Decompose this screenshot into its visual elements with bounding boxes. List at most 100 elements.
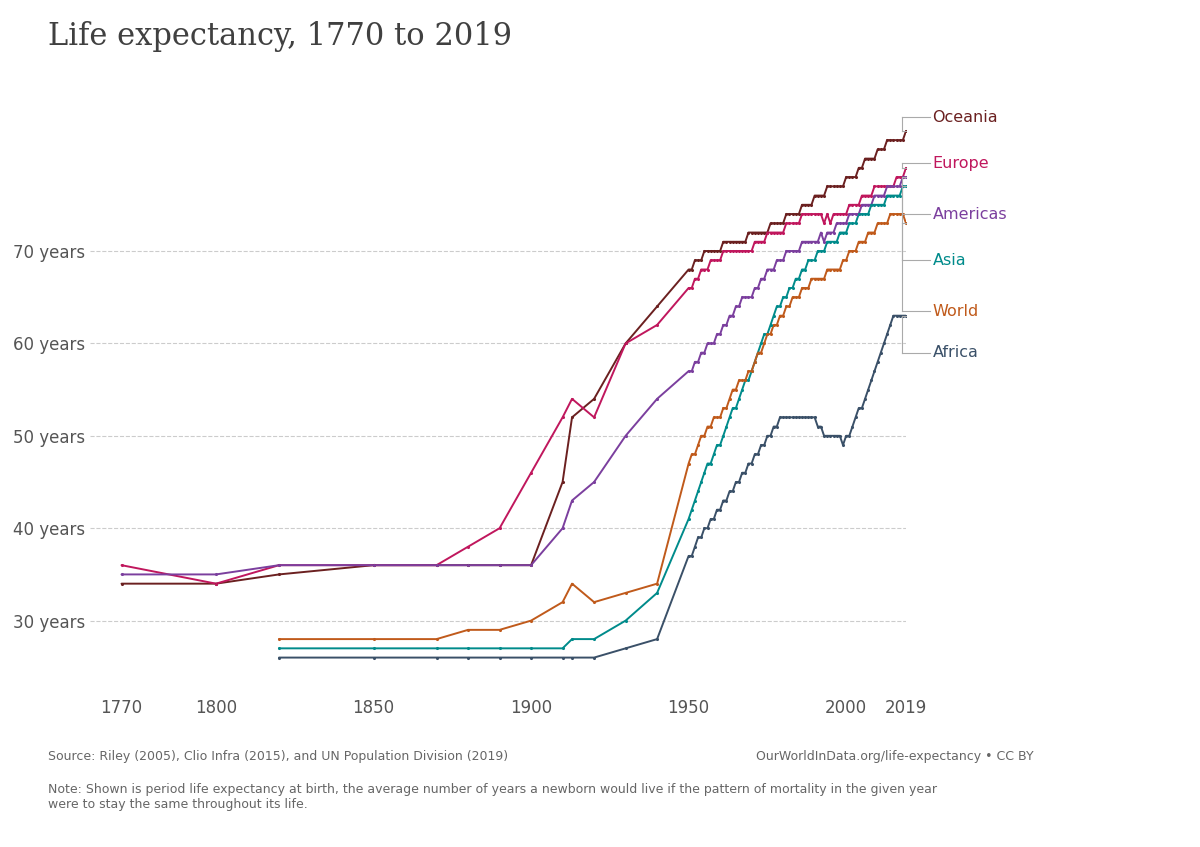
Point xyxy=(701,336,720,350)
Point xyxy=(364,558,383,572)
Point xyxy=(896,180,916,193)
Point xyxy=(749,346,768,359)
Point xyxy=(833,438,852,451)
Point xyxy=(739,457,758,470)
Point xyxy=(865,364,884,378)
Point xyxy=(716,318,736,332)
Point xyxy=(782,291,802,304)
Point xyxy=(842,208,862,221)
Point xyxy=(776,217,796,230)
Point xyxy=(858,189,877,202)
Point xyxy=(811,420,830,434)
Point xyxy=(707,253,726,267)
Point xyxy=(112,558,131,572)
Point xyxy=(739,374,758,387)
Point xyxy=(206,567,226,581)
Point xyxy=(896,161,916,174)
Point xyxy=(871,346,890,359)
Point xyxy=(704,336,724,350)
Point xyxy=(427,558,446,572)
Point xyxy=(764,217,784,230)
Point xyxy=(553,650,572,664)
Point xyxy=(704,512,724,526)
Point xyxy=(833,217,852,230)
Point xyxy=(749,226,768,240)
Point xyxy=(751,346,770,359)
Point xyxy=(707,244,726,257)
Point xyxy=(786,217,805,230)
Point xyxy=(757,429,776,443)
Point xyxy=(830,263,850,276)
Point xyxy=(896,125,916,138)
Point xyxy=(817,235,836,248)
Point xyxy=(799,253,818,267)
Point xyxy=(802,411,821,424)
Point xyxy=(811,189,830,202)
Point xyxy=(698,457,718,470)
Point xyxy=(827,208,846,221)
Point xyxy=(786,291,805,304)
Point xyxy=(890,309,910,323)
Point xyxy=(821,235,840,248)
Point xyxy=(716,235,736,248)
Point xyxy=(749,346,768,359)
Point xyxy=(364,633,383,646)
Point xyxy=(584,633,604,646)
Point xyxy=(877,217,896,230)
Point xyxy=(852,208,871,221)
Point xyxy=(742,364,761,378)
Point xyxy=(764,263,784,276)
Point xyxy=(682,281,701,295)
Point xyxy=(749,281,768,295)
Point xyxy=(868,217,887,230)
Point xyxy=(862,189,881,202)
Point xyxy=(764,226,784,240)
Point xyxy=(553,595,572,609)
Point xyxy=(856,189,875,202)
Point xyxy=(868,198,887,212)
Point xyxy=(761,226,780,240)
Point xyxy=(745,355,764,368)
Point xyxy=(698,244,718,257)
Point xyxy=(522,614,541,628)
Point xyxy=(742,457,761,470)
Point xyxy=(616,336,635,350)
Point xyxy=(679,263,698,276)
Text: Africa: Africa xyxy=(932,346,978,360)
Point xyxy=(862,198,881,212)
Point xyxy=(584,411,604,424)
Point xyxy=(698,420,718,434)
Point xyxy=(786,244,805,257)
Point xyxy=(720,309,739,323)
Point xyxy=(796,198,815,212)
Point xyxy=(846,208,865,221)
Point xyxy=(877,180,896,193)
Point xyxy=(840,429,859,443)
Point xyxy=(792,235,811,248)
Point xyxy=(716,244,736,257)
Point xyxy=(732,383,751,396)
Point xyxy=(776,208,796,221)
Text: World: World xyxy=(932,303,979,318)
Point xyxy=(883,208,902,221)
Point xyxy=(685,253,704,267)
Point xyxy=(811,272,830,285)
Point xyxy=(714,401,733,415)
Point xyxy=(563,494,582,507)
Point xyxy=(364,558,383,572)
Point xyxy=(767,217,786,230)
Point xyxy=(745,355,764,368)
Point xyxy=(850,208,869,221)
Point xyxy=(732,466,751,479)
Point xyxy=(682,503,701,517)
Point xyxy=(710,328,730,341)
Point xyxy=(730,244,749,257)
Point xyxy=(761,263,780,276)
Point xyxy=(815,217,834,230)
Point xyxy=(865,226,884,240)
Point xyxy=(782,281,802,295)
Point xyxy=(893,133,912,147)
Point xyxy=(792,263,811,276)
Point xyxy=(726,300,745,313)
Point xyxy=(730,392,749,406)
